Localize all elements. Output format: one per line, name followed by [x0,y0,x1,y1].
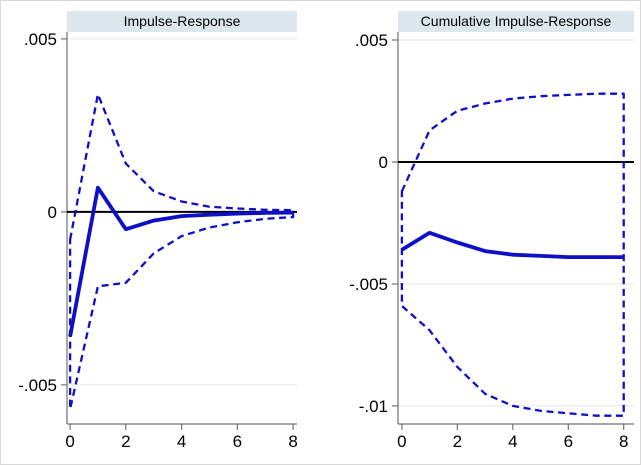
x-tick-label: 8 [288,432,297,451]
left-panel-title: Impulse-Response [123,13,241,29]
x-tick-label: 4 [177,432,186,451]
y-tick-label: 0 [48,203,57,222]
y-tick-label: -.005 [18,376,57,395]
x-tick-label: 6 [564,432,573,451]
right-panel-title: Cumulative Impulse-Response [420,13,612,29]
x-tick-label: 2 [453,432,462,451]
right-panel-title-band: Cumulative Impulse-Response [398,11,634,32]
x-tick-label: 2 [121,432,130,451]
y-tick-label: .005 [24,30,57,49]
x-tick-label: 0 [397,432,406,451]
y-tick-label: .005 [355,31,388,50]
x-tick-label: 8 [619,432,628,451]
y-tick-label: 0 [379,153,388,172]
confidence-band-outline [68,93,295,411]
left-panel-title-band: Impulse-Response [67,11,297,32]
x-tick-label: 4 [508,432,517,451]
x-tick-label: 6 [233,432,242,451]
confidence-band-outline [400,92,625,417]
y-tick-label: -.005 [349,275,388,294]
impulse-response-line [68,185,294,337]
y-tick-label: -.01 [359,397,388,416]
cumulative-impulse-response-line [400,230,624,260]
x-tick-label: 0 [65,432,74,451]
